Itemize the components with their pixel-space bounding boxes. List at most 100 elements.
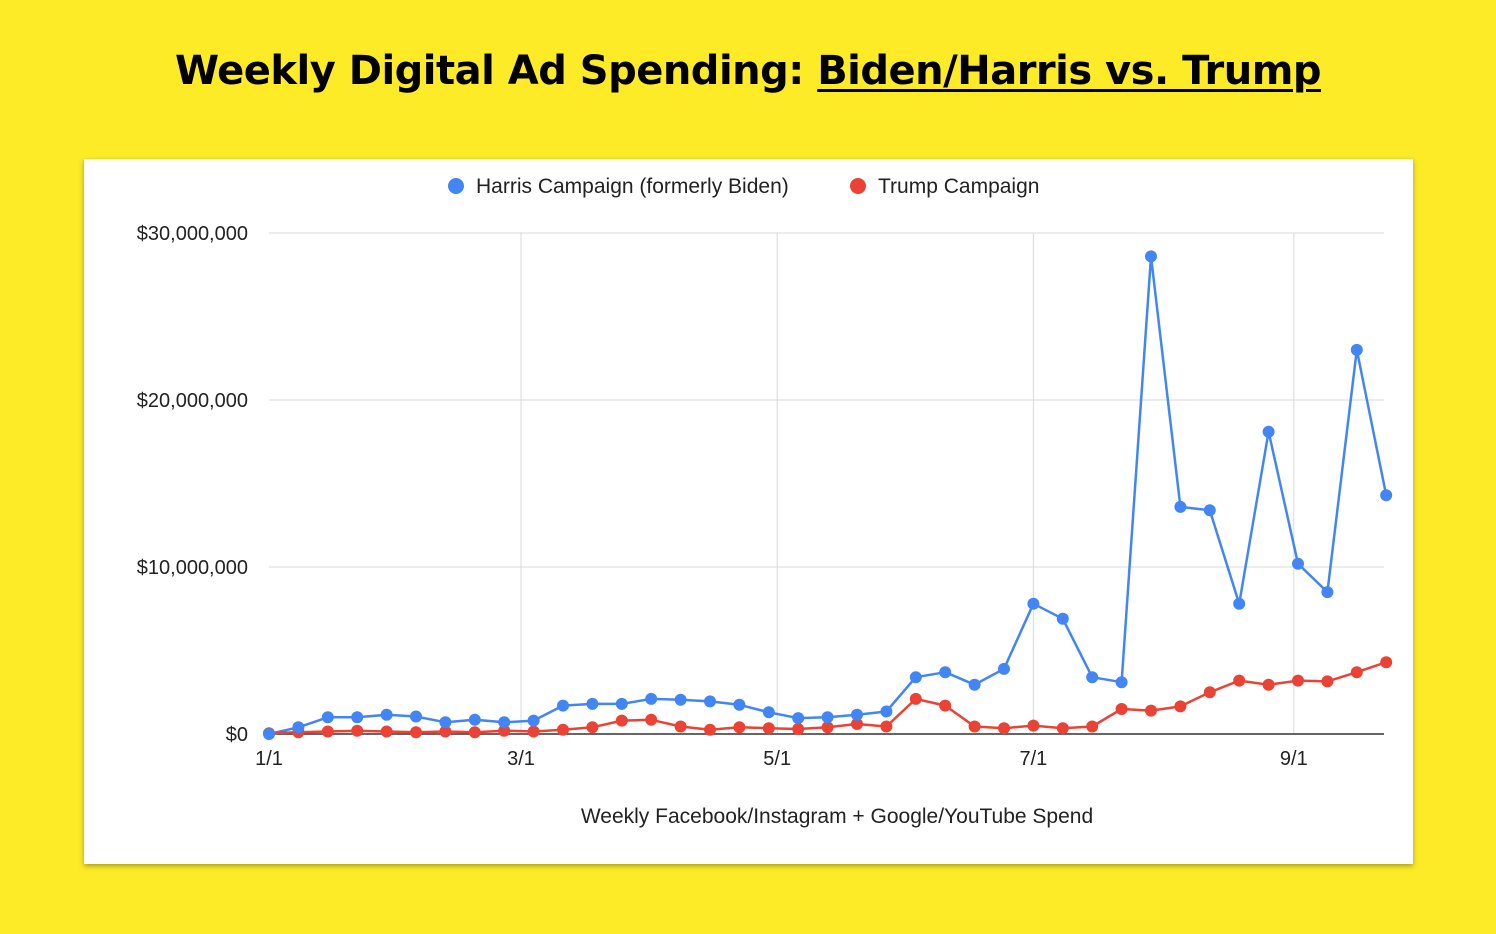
data-point-series-2 — [410, 726, 422, 739]
data-point-series-1 — [410, 710, 422, 723]
data-point-series-2 — [557, 723, 569, 736]
data-point-series-2 — [498, 724, 511, 737]
legend: Harris Campaign (formerly Biden) Trump Ca… — [448, 175, 1039, 198]
x-axis-label: Weekly Facebook/Instagram + Google/YouTu… — [581, 805, 1093, 828]
data-point-series-1 — [674, 693, 687, 706]
data-point-series-2 — [762, 722, 775, 735]
series-points — [263, 250, 1393, 740]
legend-label: Trump Campaign — [878, 175, 1039, 198]
data-point-series-1 — [1321, 586, 1334, 599]
line-chart: $0 $10,000,000 $20,000,000 $30,000,000 1/1 3… — [137, 175, 1393, 828]
data-point-series-2 — [1056, 722, 1069, 735]
series-line-1 — [268, 255, 1388, 736]
data-point-series-2 — [1292, 674, 1304, 687]
data-point-series-2 — [674, 720, 687, 733]
data-point-series-1 — [351, 711, 364, 724]
data-point-series-2 — [704, 723, 716, 736]
data-point-series-1 — [1380, 489, 1393, 502]
x-tick-label: 7/1 — [1019, 748, 1047, 770]
data-point-series-1 — [1350, 343, 1363, 356]
data-point-series-2 — [321, 725, 334, 738]
data-point-series-2 — [968, 720, 981, 733]
data-point-series-2 — [1145, 704, 1157, 717]
data-point-series-1 — [880, 705, 893, 718]
data-point-series-2 — [645, 713, 658, 726]
data-point-series-1 — [792, 712, 805, 725]
data-point-series-2 — [998, 722, 1010, 735]
data-point-series-1 — [1174, 500, 1187, 513]
data-point-series-1 — [586, 697, 599, 710]
data-point-series-1 — [1056, 612, 1069, 625]
data-point-series-1 — [615, 697, 628, 710]
data-point-series-1 — [851, 708, 863, 721]
data-point-series-2 — [1262, 678, 1275, 691]
data-point-series-1 — [704, 695, 716, 708]
y-tick-label: $0 — [226, 724, 248, 746]
data-point-series-2 — [1350, 666, 1363, 679]
data-point-series-1 — [557, 699, 569, 712]
data-point-series-1 — [939, 666, 952, 679]
data-point-series-1 — [1145, 250, 1157, 263]
data-point-series-1 — [439, 716, 452, 729]
data-point-series-1 — [1203, 504, 1216, 517]
data-point-series-2 — [1380, 656, 1393, 669]
data-point-series-2 — [1233, 674, 1246, 687]
chart-card: $0 $10,000,000 $20,000,000 $30,000,000 1/1 3… — [84, 159, 1413, 864]
data-point-series-2 — [351, 724, 364, 737]
data-point-series-1 — [1292, 557, 1304, 570]
x-tick-label: 5/1 — [763, 748, 791, 770]
page-title: Weekly Digital Ad Spending: Biden/Harris… — [0, 48, 1496, 94]
legend-marker — [850, 178, 866, 194]
data-point-series-1 — [645, 692, 658, 705]
data-point-series-2 — [939, 699, 952, 712]
data-point-series-1 — [263, 728, 275, 740]
data-point-series-2 — [1203, 686, 1216, 699]
data-point-series-2 — [527, 725, 540, 738]
legend-label: Harris Campaign (formerly Biden) — [476, 175, 789, 198]
data-point-series-1 — [998, 662, 1010, 675]
data-point-series-1 — [1233, 597, 1246, 610]
data-point-series-2 — [1321, 675, 1334, 688]
y-tick-label: $10,000,000 — [137, 557, 248, 579]
data-point-series-1 — [468, 713, 481, 726]
x-axis-ticks: 1/1 3/1 5/1 7/1 9/1 — [255, 748, 1308, 770]
data-point-series-2 — [792, 723, 805, 735]
y-tick-label: $20,000,000 — [137, 390, 248, 412]
gridlines — [269, 232, 1384, 734]
data-point-series-1 — [821, 711, 834, 724]
data-point-series-2 — [880, 720, 893, 733]
data-point-series-2 — [733, 721, 746, 734]
data-point-series-1 — [909, 671, 922, 684]
y-tick-label: $30,000,000 — [137, 223, 248, 245]
data-point-series-1 — [1027, 597, 1040, 610]
data-point-series-1 — [1115, 676, 1128, 689]
data-point-series-1 — [762, 706, 775, 719]
title-prefix: Weekly Digital Ad Spending: — [174, 48, 818, 94]
data-point-series-2 — [586, 721, 599, 734]
data-point-series-2 — [468, 726, 481, 739]
data-point-series-2 — [909, 692, 922, 705]
data-point-series-1 — [527, 714, 540, 727]
series-lines — [268, 255, 1388, 736]
data-point-series-1 — [968, 678, 981, 691]
data-point-series-1 — [321, 711, 334, 724]
title-emphasis: Biden/Harris vs. Trump — [817, 48, 1322, 94]
x-tick-label: 1/1 — [255, 748, 283, 770]
data-point-series-1 — [733, 698, 746, 711]
data-point-series-2 — [615, 714, 628, 727]
data-point-series-1 — [1086, 671, 1099, 684]
x-tick-label: 3/1 — [507, 748, 535, 770]
data-point-series-2 — [380, 725, 393, 738]
data-point-series-2 — [439, 725, 452, 738]
data-point-series-1 — [1262, 425, 1275, 438]
data-point-series-1 — [292, 721, 305, 734]
data-point-series-1 — [380, 708, 393, 721]
legend-marker — [448, 178, 464, 194]
data-point-series-2 — [1115, 703, 1128, 715]
data-point-series-2 — [851, 718, 863, 730]
data-point-series-1 — [498, 716, 511, 729]
data-point-series-2 — [1086, 720, 1099, 733]
data-point-series-2 — [821, 721, 834, 734]
data-point-series-2 — [1027, 719, 1040, 732]
x-tick-label: 9/1 — [1280, 748, 1308, 770]
